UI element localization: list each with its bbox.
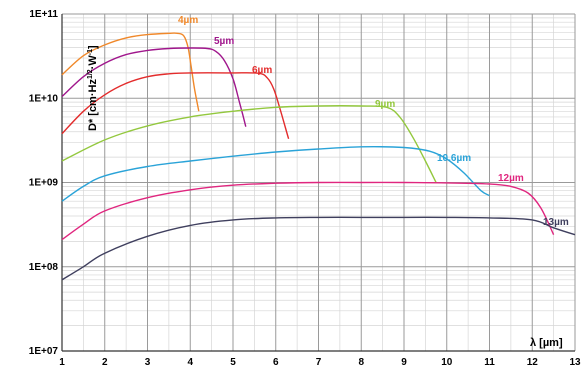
x-tick-label: 5 <box>230 357 236 368</box>
series-line-6um <box>61 72 290 140</box>
y-tick-label: 1E+08 <box>29 262 59 273</box>
x-tick-label: 1 <box>59 357 65 368</box>
x-tick-label: 4 <box>187 357 193 368</box>
x-tick-labels: 1 2 3 4 5 6 7 8 9 10 11 12 13 <box>59 357 581 368</box>
y-tick-label: 1E+09 <box>29 178 59 189</box>
y-axis-label-sup: 1/2 <box>87 69 94 79</box>
series-label-5um: 5µm <box>214 36 234 47</box>
series-label-12um: 12µm <box>498 173 524 184</box>
series-labels: 4µm 5µm 6µm 9µm 10.6µm 12µm 13µm <box>178 15 569 228</box>
series-label-10.6um: 10.6µm <box>437 153 471 164</box>
series-line-4um <box>61 32 200 112</box>
y-axis-label-main: D* [cm·Hz <box>87 79 99 131</box>
x-tick-label: 9 <box>401 357 407 368</box>
major-gridlines <box>61 13 576 352</box>
x-axis-label: λ [µm] <box>530 337 563 349</box>
series-label-9um: 9µm <box>375 99 395 110</box>
y-axis-label-sup2: -1 <box>87 49 94 55</box>
x-tick-label: 6 <box>273 357 279 368</box>
x-tick-label: 11 <box>484 357 495 368</box>
series-line-13um <box>61 216 576 281</box>
x-tick-label: 10 <box>441 357 453 368</box>
series-line-9um <box>61 105 437 183</box>
x-tick-label: 3 <box>145 357 151 368</box>
series-line-10.6um <box>61 146 490 202</box>
y-axis-label-end: ] <box>87 45 99 49</box>
x-tick-label: 7 <box>316 357 322 368</box>
x-tick-label: 2 <box>102 357 108 368</box>
y-axis-label-tail: ·W <box>87 55 99 70</box>
series-lines <box>61 32 576 281</box>
y-tick-labels: 1E+07 1E+08 1E+09 1E+10 1E+11 <box>29 9 59 357</box>
series-line-5um <box>61 47 247 127</box>
x-tick-label: 12 <box>527 357 539 368</box>
series-label-13um: 13µm <box>543 217 569 228</box>
series-label-6um: 6µm <box>252 65 272 76</box>
x-tick-label: 8 <box>358 357 364 368</box>
y-tick-label: 1E+10 <box>29 93 59 104</box>
x-tick-label: 13 <box>569 357 581 368</box>
y-axis-label: D* [cm·Hz1/2·W-1] <box>87 45 99 131</box>
y-tick-label: 1E+07 <box>29 346 59 357</box>
series-line-12um <box>61 181 555 241</box>
y-tick-label: 1E+11 <box>29 9 58 20</box>
series-label-4um: 4µm <box>178 15 198 26</box>
